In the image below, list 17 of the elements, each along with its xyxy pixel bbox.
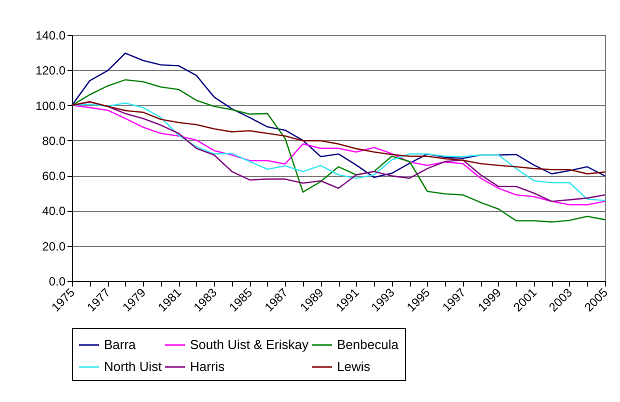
legend-label: South Uist & Eriskay (190, 337, 309, 352)
legend-label: Barra (104, 337, 137, 352)
y-tick-label: 60.0 (42, 169, 66, 184)
line-series (71, 52, 606, 178)
y-tick-label: 80.0 (42, 134, 66, 148)
legend-label: Benbecula (337, 337, 400, 352)
y-tick-label: 40.0 (42, 204, 66, 218)
y-tick-label: 0.0 (48, 274, 66, 288)
y-tick-label: 120.0 (35, 64, 66, 78)
y-tick-label: 100.0 (35, 98, 66, 113)
legend-label: Lewis (337, 359, 371, 374)
y-tick-label: 140.0 (35, 28, 66, 42)
legend-label: North Uist (104, 359, 162, 374)
line-series (71, 101, 606, 174)
legend-label: Harris (190, 359, 226, 374)
y-tick-label: 20.0 (42, 239, 66, 254)
line-series (71, 79, 606, 223)
